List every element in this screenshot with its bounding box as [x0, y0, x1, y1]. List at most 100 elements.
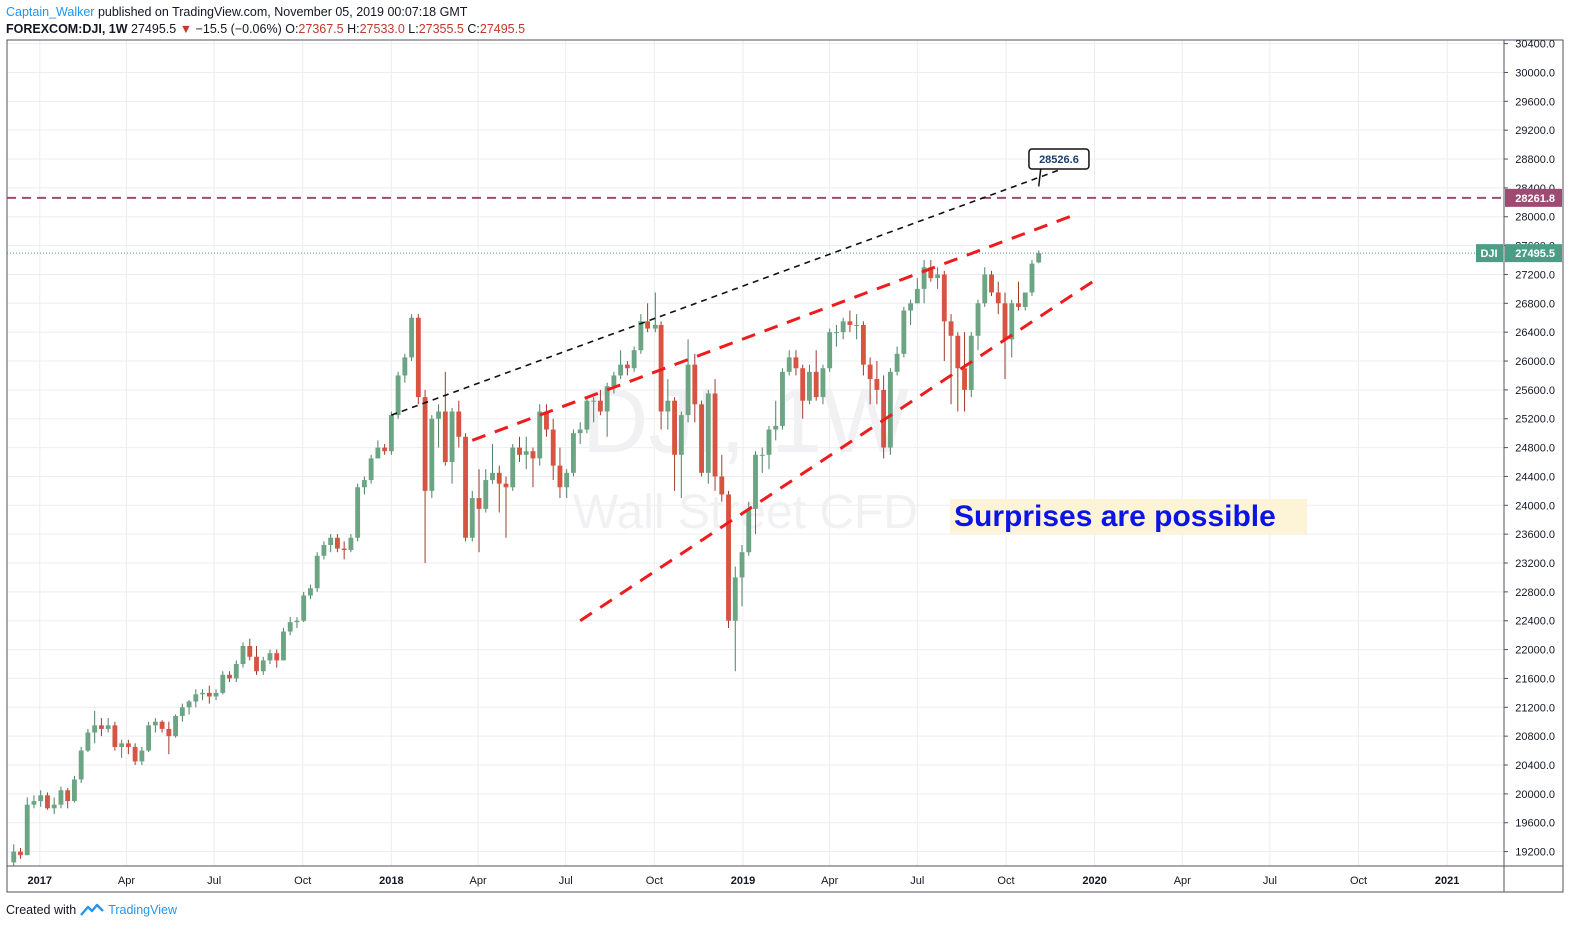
candle-body — [571, 433, 576, 473]
candle — [962, 332, 967, 412]
candle-body — [833, 332, 839, 334]
price-tick-label: 22800.0 — [1515, 587, 1555, 599]
price-tick-label: 29600.0 — [1515, 96, 1555, 108]
candle-body — [490, 472, 495, 481]
candle — [887, 368, 893, 455]
candle — [584, 397, 590, 434]
candle — [1029, 260, 1035, 297]
candle — [436, 404, 441, 448]
time-tick-label: Jul — [910, 875, 924, 887]
candle-body — [705, 393, 711, 473]
annotation-background — [950, 499, 1307, 534]
change-text: −15.5 (−0.06%) — [195, 22, 282, 36]
candle — [813, 350, 819, 401]
candle-body — [860, 324, 866, 365]
candle — [78, 746, 84, 784]
time-tick-label: Oct — [997, 875, 1014, 887]
time-tick-label: Oct — [294, 875, 311, 887]
candle-body — [92, 725, 98, 733]
open-value: 27367.5 — [298, 22, 344, 36]
candle — [860, 321, 866, 376]
candle — [1009, 299, 1015, 358]
price-tick-label: 26000.0 — [1515, 356, 1555, 368]
candle-body — [105, 725, 111, 729]
candle — [382, 443, 388, 455]
candle-body — [719, 476, 725, 495]
candle-body — [618, 364, 624, 376]
candle — [18, 847, 23, 859]
candle-body — [753, 454, 758, 509]
candle-body — [867, 364, 873, 380]
candle — [132, 743, 138, 766]
candle-body — [98, 725, 104, 729]
candle-body — [928, 267, 934, 279]
candle — [833, 324, 839, 347]
time-tick-label: Jul — [559, 875, 573, 887]
candle-body — [72, 779, 77, 802]
candle — [85, 728, 91, 753]
candle-body — [213, 692, 219, 697]
tradingview-brand-link[interactable]: TradingView — [108, 903, 177, 917]
candle-body — [125, 743, 131, 747]
price-tick-label: 26800.0 — [1515, 298, 1555, 310]
candle-body — [463, 436, 468, 538]
candle — [989, 270, 994, 297]
price-tick-label: 22000.0 — [1515, 645, 1555, 657]
candle-body — [854, 324, 860, 326]
candle — [152, 718, 158, 733]
candle-body — [935, 274, 940, 279]
candle-body — [132, 746, 138, 762]
candle — [1036, 250, 1042, 264]
candle-body — [995, 292, 1001, 304]
candle — [753, 451, 758, 535]
candle-body — [692, 364, 698, 405]
candle-body — [975, 303, 981, 336]
candle — [678, 411, 684, 499]
candle — [402, 353, 408, 383]
candle — [503, 476, 509, 538]
candle-body — [577, 429, 583, 434]
candle-body — [726, 494, 731, 621]
candle — [469, 490, 475, 542]
watermark-symbol: DJI, 1W — [582, 370, 909, 472]
symbol-badge — [1476, 244, 1503, 263]
footer: Created with TradingView — [6, 903, 177, 917]
trend-line-red — [579, 280, 1094, 622]
candle-body — [159, 721, 165, 729]
candle-body — [597, 400, 603, 412]
candle-body — [914, 288, 920, 304]
trend-line-black — [391, 161, 1080, 416]
candle — [220, 671, 226, 695]
candle — [173, 714, 179, 738]
candle — [422, 389, 428, 564]
candle — [591, 397, 597, 423]
candle-body — [759, 454, 765, 456]
candle — [638, 314, 644, 354]
chart-frame — [6, 39, 1564, 893]
candle-body — [193, 694, 199, 702]
candle — [766, 425, 772, 470]
candle — [240, 642, 246, 668]
price-tick-label: 23600.0 — [1515, 529, 1555, 541]
candle — [530, 447, 536, 488]
candle-body — [260, 660, 266, 672]
candle — [186, 700, 192, 715]
candle — [287, 617, 293, 636]
candle-body — [152, 721, 158, 726]
candle — [193, 689, 199, 708]
candle-body — [786, 357, 792, 372]
author-link[interactable]: Captain_Walker — [6, 5, 95, 19]
candle-body — [948, 321, 954, 336]
candle — [975, 299, 981, 351]
candle — [301, 591, 307, 623]
candle — [233, 660, 239, 683]
candle-body — [564, 472, 570, 488]
candle — [321, 541, 327, 560]
publish-info: published on TradingView.com, November 0… — [94, 5, 468, 19]
candle-body — [422, 397, 428, 491]
candle-body — [58, 790, 64, 805]
symbol-label[interactable]: FOREXCOM:DJI, 1W — [6, 22, 128, 36]
candle-body — [78, 750, 84, 780]
candle — [901, 306, 907, 358]
